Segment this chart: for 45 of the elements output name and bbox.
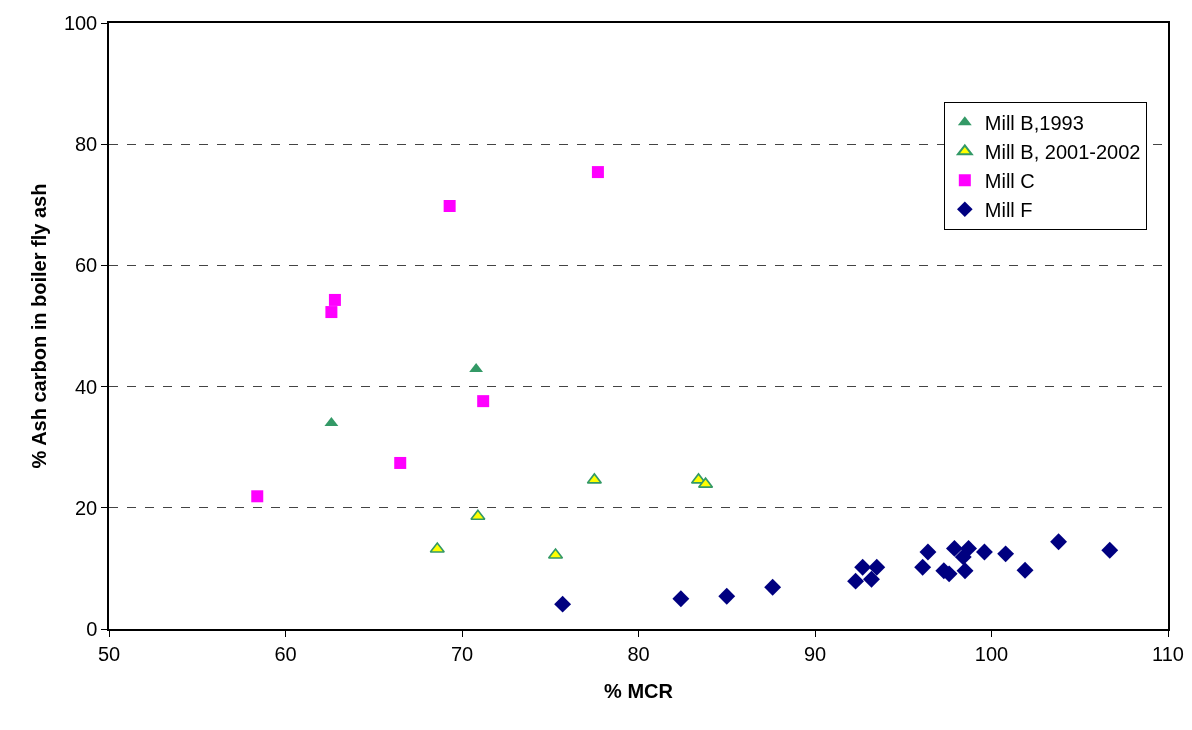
point [854,558,872,576]
x-tick-label: 70 [450,642,474,665]
point [863,570,880,588]
x-tick-label: 90 [803,642,827,665]
point [997,545,1015,563]
y-tick-label: 20 [75,496,98,519]
point [251,490,264,503]
point [443,200,456,213]
x-axis-title: % MCR [604,679,674,702]
legend-label: Mill B, 2001-2002 [984,141,1141,164]
y-tick-label: 100 [63,12,98,34]
point [919,543,937,561]
y-tick-label: 60 [75,254,98,277]
y-axis-title: % Ash carbon in boiler fly ash [27,183,50,469]
y-tick-label: 40 [75,375,98,398]
y-tick-label: 80 [75,133,98,156]
x-tick-label: 50 [97,642,121,665]
x-tick-label: 60 [274,642,297,665]
point [847,572,865,590]
legend-label: Mill F [984,199,1033,222]
point [764,578,782,596]
point [1016,561,1034,579]
legend-label: Mill B,1993 [984,112,1084,135]
y-tick-label: 0 [86,618,98,640]
x-tick-label: 80 [627,642,650,665]
point [975,543,993,561]
point [914,558,932,576]
point [328,293,341,306]
point [960,539,978,557]
point [868,558,886,576]
point [672,590,690,608]
point [1050,533,1068,551]
x-tick-label: 110 [1152,642,1184,665]
point [1101,541,1119,559]
point [956,562,974,580]
legend-label: Mill C [984,170,1035,193]
x-tick-label: 100 [974,642,1009,665]
point [591,166,604,179]
point [477,395,490,408]
point [325,306,338,319]
point [945,539,963,557]
point [470,509,486,521]
point [718,587,736,605]
point [394,456,407,469]
point [554,595,572,613]
